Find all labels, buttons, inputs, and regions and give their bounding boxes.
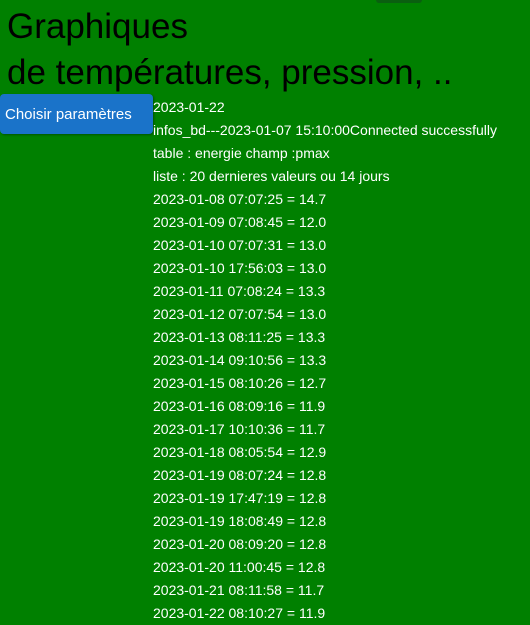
page-title-line-1: Graphiques bbox=[7, 4, 453, 50]
page-title-line-2: de températures, pression, .. bbox=[7, 50, 453, 96]
current-date: 2023-01-22 bbox=[153, 96, 497, 119]
value-row: 2023-01-08 07:07:25 = 14.7 bbox=[153, 188, 497, 211]
value-row: 2023-01-16 08:09:16 = 11.9 bbox=[153, 395, 497, 418]
db-status: infos_bd---2023-01-07 15:10:00Connected … bbox=[153, 119, 497, 142]
choose-parameters-button[interactable]: Choisir paramètres bbox=[0, 94, 153, 134]
value-row: 2023-01-18 08:05:54 = 12.9 bbox=[153, 441, 497, 464]
table-info: table : energie champ :pmax bbox=[153, 142, 497, 165]
value-row: 2023-01-09 07:08:45 = 12.0 bbox=[153, 211, 497, 234]
value-row: 2023-01-10 07:07:31 = 13.0 bbox=[153, 234, 497, 257]
value-row: 2023-01-13 08:11:25 = 13.3 bbox=[153, 326, 497, 349]
value-row: 2023-01-19 08:07:24 = 12.8 bbox=[153, 464, 497, 487]
value-row: 2023-01-21 08:11:58 = 11.7 bbox=[153, 579, 497, 602]
value-row: 2023-01-11 07:08:24 = 13.3 bbox=[153, 280, 497, 303]
value-list: 2023-01-08 07:07:25 = 14.7 2023-01-09 07:… bbox=[153, 188, 497, 211]
list-info: liste : 20 dernieres valeurs ou 14 jours bbox=[153, 165, 497, 188]
value-row: 2023-01-20 11:00:45 = 12.8 bbox=[153, 556, 497, 579]
value-row: 2023-01-10 17:56:03 = 13.0 bbox=[153, 257, 497, 280]
value-row: 2023-01-20 08:09:20 = 12.8 bbox=[153, 533, 497, 556]
value-row: 2023-01-19 18:08:49 = 12.8 bbox=[153, 510, 497, 533]
value-row: 2023-01-14 09:10:56 = 13.3 bbox=[153, 349, 497, 372]
value-row: 2023-01-15 08:10:26 = 12.7 bbox=[153, 372, 497, 395]
top-tab-edge bbox=[376, 0, 422, 3]
value-row: 2023-01-12 07:07:54 = 13.0 bbox=[153, 303, 497, 326]
page-title: Graphiques de températures, pression, .. bbox=[7, 4, 453, 96]
value-row: 2023-01-17 10:10:36 = 11.7 bbox=[153, 418, 497, 441]
info-panel: 2023-01-22 infos_bd---2023-01-07 15:10:0… bbox=[153, 96, 497, 211]
value-row: 2023-01-19 17:47:19 = 12.8 bbox=[153, 487, 497, 510]
